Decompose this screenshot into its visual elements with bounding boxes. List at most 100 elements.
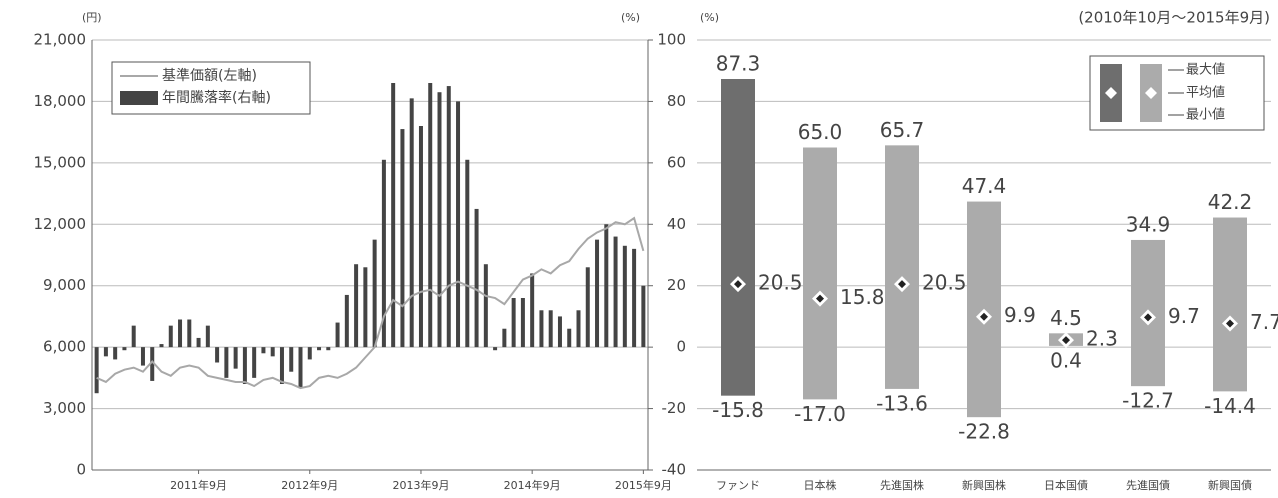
bar [474, 208, 479, 348]
y-tick-label: 12,000 [34, 215, 87, 233]
bar [354, 264, 359, 348]
x-tick-label: ファンド [716, 479, 760, 492]
bar [502, 328, 507, 348]
bar [233, 347, 238, 369]
range-bar [1213, 217, 1247, 392]
bar [576, 310, 581, 348]
y2-tick-label: -20 [662, 399, 687, 417]
average-label: 9.9 [1004, 303, 1036, 327]
average-label: 2.3 [1086, 327, 1118, 351]
max-label: 4.5 [1050, 306, 1082, 330]
y-tick-label: 3,000 [43, 399, 86, 417]
range-bar [803, 147, 837, 400]
x-tick-label: 新興国株 [962, 478, 1006, 492]
y2-tick-label: 60 [667, 153, 686, 171]
bar [205, 325, 210, 348]
legend-label: 最大値 [1186, 62, 1225, 78]
bar [261, 347, 266, 354]
y-tick-label: 6,000 [43, 338, 86, 356]
max-label: 42.2 [1208, 190, 1253, 214]
bar [279, 347, 284, 384]
y-tick-label: 0 [76, 461, 86, 479]
x-tick-label: 日本国債 [1044, 478, 1088, 492]
bar [168, 325, 173, 348]
legend-marker [1145, 87, 1157, 99]
bar [456, 101, 461, 348]
bar [446, 86, 451, 348]
legend-label: 年間騰落率(右軸) [162, 89, 271, 106]
bar [530, 273, 535, 348]
bar [113, 347, 118, 360]
bar [585, 267, 590, 348]
range-bar [885, 145, 919, 389]
bar [187, 319, 192, 348]
average-marker-dot [1226, 319, 1234, 328]
y-axis-unit: (%) [700, 11, 719, 24]
x-tick-label: 2014年9月 [504, 478, 561, 492]
x-tick-label: 日本株 [804, 478, 837, 492]
y2-tick-label: 40 [667, 215, 686, 233]
max-label: 34.9 [1126, 212, 1171, 236]
max-label: 65.7 [880, 118, 925, 142]
bar [344, 294, 349, 348]
bar [242, 347, 247, 384]
bar [409, 98, 414, 348]
bar [159, 344, 164, 348]
bar [122, 347, 127, 351]
average-label: 9.7 [1168, 304, 1200, 328]
x-tick-label: 2013年9月 [392, 478, 449, 492]
max-label: 65.0 [798, 120, 843, 144]
average-label: 20.5 [922, 271, 967, 295]
average-marker-dot [1062, 336, 1070, 345]
bar [557, 316, 562, 348]
bar [381, 159, 386, 348]
bar [548, 310, 553, 348]
legend-label: 基準価額(左軸) [162, 67, 257, 84]
y-tick-label: 18,000 [34, 92, 87, 110]
subtitle: (2010年10月～2015年9月) [1078, 9, 1270, 27]
bar [613, 236, 618, 348]
legend-swatch [120, 91, 158, 105]
average-marker-dot [734, 280, 742, 289]
x-tick-label: 先進国債 [1126, 478, 1170, 492]
bar [307, 347, 312, 360]
x-tick-label: 2012年9月 [281, 478, 338, 492]
bar [400, 129, 405, 348]
bar [567, 328, 572, 348]
bar [150, 347, 155, 381]
bar [520, 298, 525, 348]
bar [483, 264, 488, 348]
bar [140, 347, 145, 366]
min-label: -14.4 [1204, 394, 1256, 418]
bar [428, 83, 433, 348]
legend-label: 最小値 [1186, 107, 1225, 123]
y2-tick-label: 100 [657, 31, 686, 49]
bar [270, 347, 275, 357]
x-tick-label: 2015年9月 [615, 478, 672, 492]
bar [298, 347, 303, 388]
max-label: 87.3 [716, 52, 761, 76]
average-marker-dot [816, 294, 824, 303]
legend-label: 平均値 [1186, 85, 1225, 101]
bar [326, 347, 331, 351]
y-axis-unit: (円) [82, 11, 102, 24]
bar [595, 239, 600, 348]
bar [511, 298, 516, 348]
line [96, 216, 645, 390]
y2-tick-label: 0 [676, 338, 686, 356]
y2-tick-label: 20 [667, 276, 686, 294]
min-label: -13.6 [876, 391, 928, 415]
bar [391, 83, 396, 348]
bar [363, 267, 368, 348]
y2-tick-label: -40 [662, 461, 687, 479]
y-tick-label: 9,000 [43, 276, 86, 294]
average-label: 15.8 [840, 285, 885, 309]
bar [252, 347, 257, 378]
bar [604, 224, 609, 348]
bar [178, 319, 183, 348]
legend-marker [1105, 87, 1117, 99]
max-label: 47.4 [962, 174, 1007, 198]
x-tick-label: 2011年9月 [170, 478, 227, 492]
bar [289, 347, 294, 372]
bar [622, 245, 627, 348]
